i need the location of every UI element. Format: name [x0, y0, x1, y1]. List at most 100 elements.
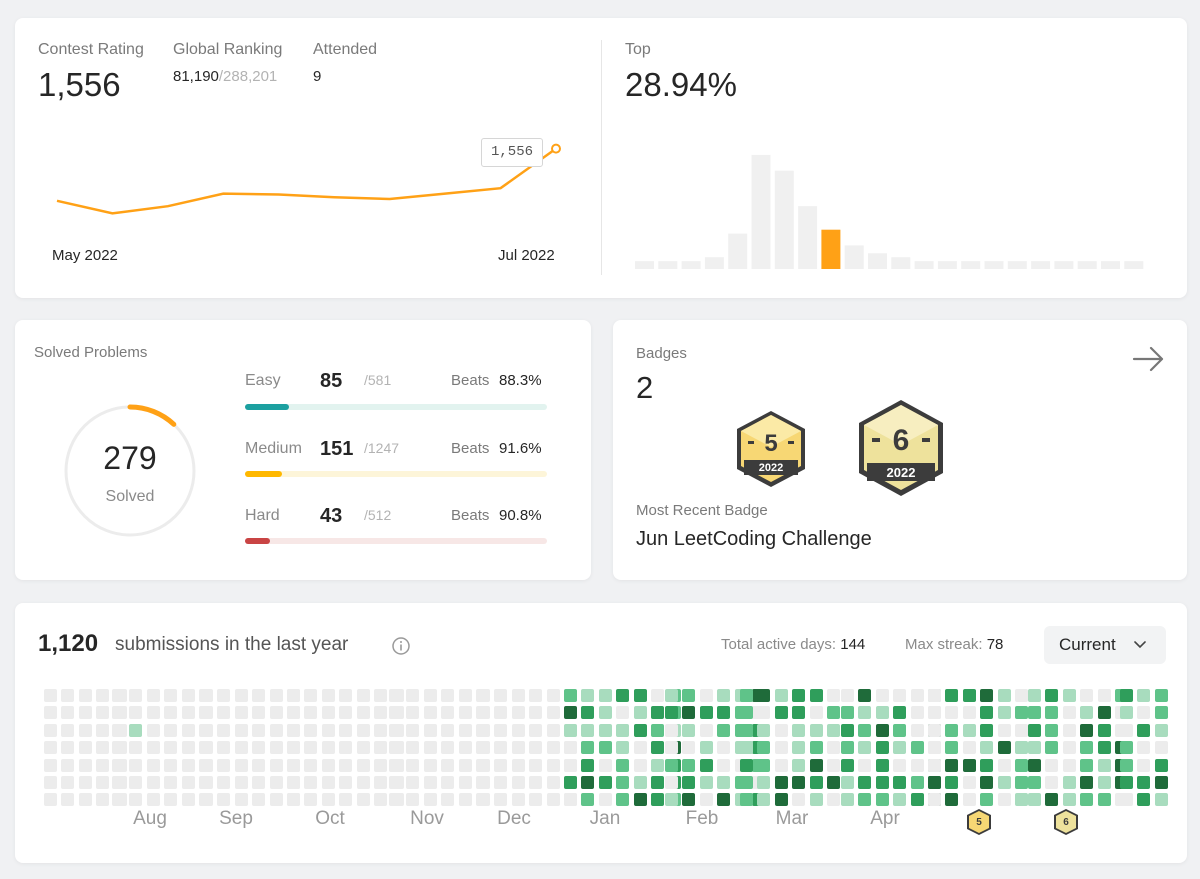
- heatmap-day-cell[interactable]: [406, 706, 420, 720]
- heatmap-day-cell[interactable]: [546, 793, 560, 807]
- heatmap-day-cell[interactable]: [581, 706, 595, 720]
- heatmap-day-cell[interactable]: [682, 776, 696, 789]
- heatmap-day-cell[interactable]: [1097, 776, 1111, 789]
- heatmap-day-cell[interactable]: [910, 723, 924, 737]
- heatmap-day-cell[interactable]: [44, 776, 57, 789]
- heatmap-day-cell[interactable]: [217, 741, 231, 755]
- heatmap-day-cell[interactable]: [774, 689, 788, 702]
- heatmap-day-cell[interactable]: [423, 723, 437, 737]
- heatmap-day-cell[interactable]: [477, 776, 490, 789]
- heatmap-day-cell[interactable]: [164, 706, 178, 720]
- heatmap-day-cell[interactable]: [774, 758, 788, 772]
- heatmap-day-cell[interactable]: [858, 689, 872, 702]
- heatmap-day-cell[interactable]: [546, 689, 560, 702]
- heatmap-day-cell[interactable]: [339, 689, 353, 702]
- heatmap-day-cell[interactable]: [581, 793, 595, 807]
- heatmap-day-cell[interactable]: [893, 741, 907, 755]
- heatmap-day-cell[interactable]: [252, 723, 266, 737]
- heatmap-day-cell[interactable]: [598, 776, 612, 789]
- rating-line-chart[interactable]: [15, 18, 601, 298]
- heatmap-day-cell[interactable]: [96, 723, 110, 737]
- heatmap-day-cell[interactable]: [269, 776, 283, 789]
- arrow-right-icon[interactable]: [1131, 344, 1167, 374]
- heatmap-day-cell[interactable]: [809, 741, 823, 755]
- heatmap-day-cell[interactable]: [809, 689, 823, 702]
- heatmap-day-cell[interactable]: [511, 689, 525, 702]
- most-recent-badge-name[interactable]: Jun LeetCoding Challenge: [636, 528, 872, 550]
- heatmap-day-cell[interactable]: [146, 706, 160, 720]
- heatmap-day-cell[interactable]: [339, 758, 353, 772]
- heatmap-day-cell[interactable]: [546, 741, 560, 755]
- heatmap-day-cell[interactable]: [494, 689, 508, 702]
- heatmap-day-cell[interactable]: [717, 758, 731, 772]
- histogram-bar[interactable]: [798, 206, 818, 269]
- heatmap-day-cell[interactable]: [651, 689, 664, 702]
- heatmap-day-cell[interactable]: [1028, 723, 1041, 737]
- heatmap-day-cell[interactable]: [633, 776, 647, 789]
- heatmap-day-cell[interactable]: [529, 706, 543, 720]
- heatmap-day-cell[interactable]: [511, 793, 525, 807]
- histogram-bar[interactable]: [1007, 261, 1027, 269]
- heatmap-day-cell[interactable]: [1028, 758, 1041, 772]
- heatmap-day-cell[interactable]: [441, 723, 455, 737]
- heatmap-day-cell[interactable]: [269, 723, 283, 737]
- heatmap-day-cell[interactable]: [61, 793, 75, 807]
- heatmap-day-cell[interactable]: [1120, 706, 1133, 720]
- heatmap-day-cell[interactable]: [217, 776, 231, 789]
- heatmap-day-cell[interactable]: [1045, 793, 1059, 807]
- heatmap-day-cell[interactable]: [252, 741, 266, 755]
- heatmap-day-cell[interactable]: [740, 741, 753, 755]
- heatmap-day-cell[interactable]: [441, 793, 455, 807]
- heatmap-day-cell[interactable]: [234, 741, 248, 755]
- heatmap-day-cell[interactable]: [962, 723, 976, 737]
- heatmap-day-cell[interactable]: [1015, 689, 1028, 702]
- heatmap-day-cell[interactable]: [1028, 741, 1041, 755]
- heatmap-day-cell[interactable]: [581, 776, 595, 789]
- heatmap-day-cell[interactable]: [1045, 758, 1059, 772]
- heatmap-day-cell[interactable]: [44, 758, 57, 772]
- heatmap-day-cell[interactable]: [269, 793, 283, 807]
- heatmap-day-cell[interactable]: [1062, 689, 1076, 702]
- heatmap-day-cell[interactable]: [529, 741, 543, 755]
- heatmap-day-cell[interactable]: [96, 689, 110, 702]
- heatmap-day-cell[interactable]: [581, 741, 595, 755]
- heatmap-day-cell[interactable]: [792, 689, 806, 702]
- heatmap-day-cell[interactable]: [389, 741, 402, 755]
- heatmap-day-cell[interactable]: [1154, 776, 1168, 789]
- heatmap-day-cell[interactable]: [61, 689, 75, 702]
- heatmap-day-cell[interactable]: [339, 741, 353, 755]
- heatmap-day-cell[interactable]: [477, 723, 490, 737]
- heatmap-day-cell[interactable]: [217, 793, 231, 807]
- heatmap-day-cell[interactable]: [78, 793, 92, 807]
- heatmap-day-cell[interactable]: [61, 741, 75, 755]
- heatmap-day-cell[interactable]: [287, 758, 300, 772]
- heatmap-day-cell[interactable]: [339, 706, 353, 720]
- heatmap-day-cell[interactable]: [269, 689, 283, 702]
- heatmap-day-cell[interactable]: [858, 793, 872, 807]
- heatmap-day-cell[interactable]: [78, 741, 92, 755]
- heatmap-day-cell[interactable]: [494, 741, 508, 755]
- heatmap-day-cell[interactable]: [129, 706, 143, 720]
- heatmap-day-cell[interactable]: [200, 776, 213, 789]
- heatmap-day-cell[interactable]: [441, 758, 455, 772]
- heatmap-day-cell[interactable]: [269, 741, 283, 755]
- heatmap-day-cell[interactable]: [200, 758, 213, 772]
- heatmap-day-cell[interactable]: [928, 723, 941, 737]
- histogram-bar[interactable]: [704, 257, 724, 269]
- heatmap-day-cell[interactable]: [740, 689, 753, 702]
- heatmap-day-cell[interactable]: [1120, 723, 1133, 737]
- heatmap-day-cell[interactable]: [112, 793, 125, 807]
- heatmap-day-cell[interactable]: [458, 706, 472, 720]
- heatmap-day-cell[interactable]: [494, 793, 508, 807]
- heatmap-day-cell[interactable]: [1062, 706, 1076, 720]
- heatmap-day-cell[interactable]: [792, 776, 806, 789]
- heatmap-day-cell[interactable]: [423, 741, 437, 755]
- heatmap-day-cell[interactable]: [269, 758, 283, 772]
- heatmap-day-cell[interactable]: [665, 706, 678, 720]
- heatmap-day-cell[interactable]: [1015, 758, 1028, 772]
- heatmap-day-cell[interactable]: [809, 706, 823, 720]
- heatmap-day-cell[interactable]: [717, 723, 731, 737]
- heatmap-day-cell[interactable]: [146, 723, 160, 737]
- heatmap-day-cell[interactable]: [529, 689, 543, 702]
- heatmap-day-cell[interactable]: [633, 741, 647, 755]
